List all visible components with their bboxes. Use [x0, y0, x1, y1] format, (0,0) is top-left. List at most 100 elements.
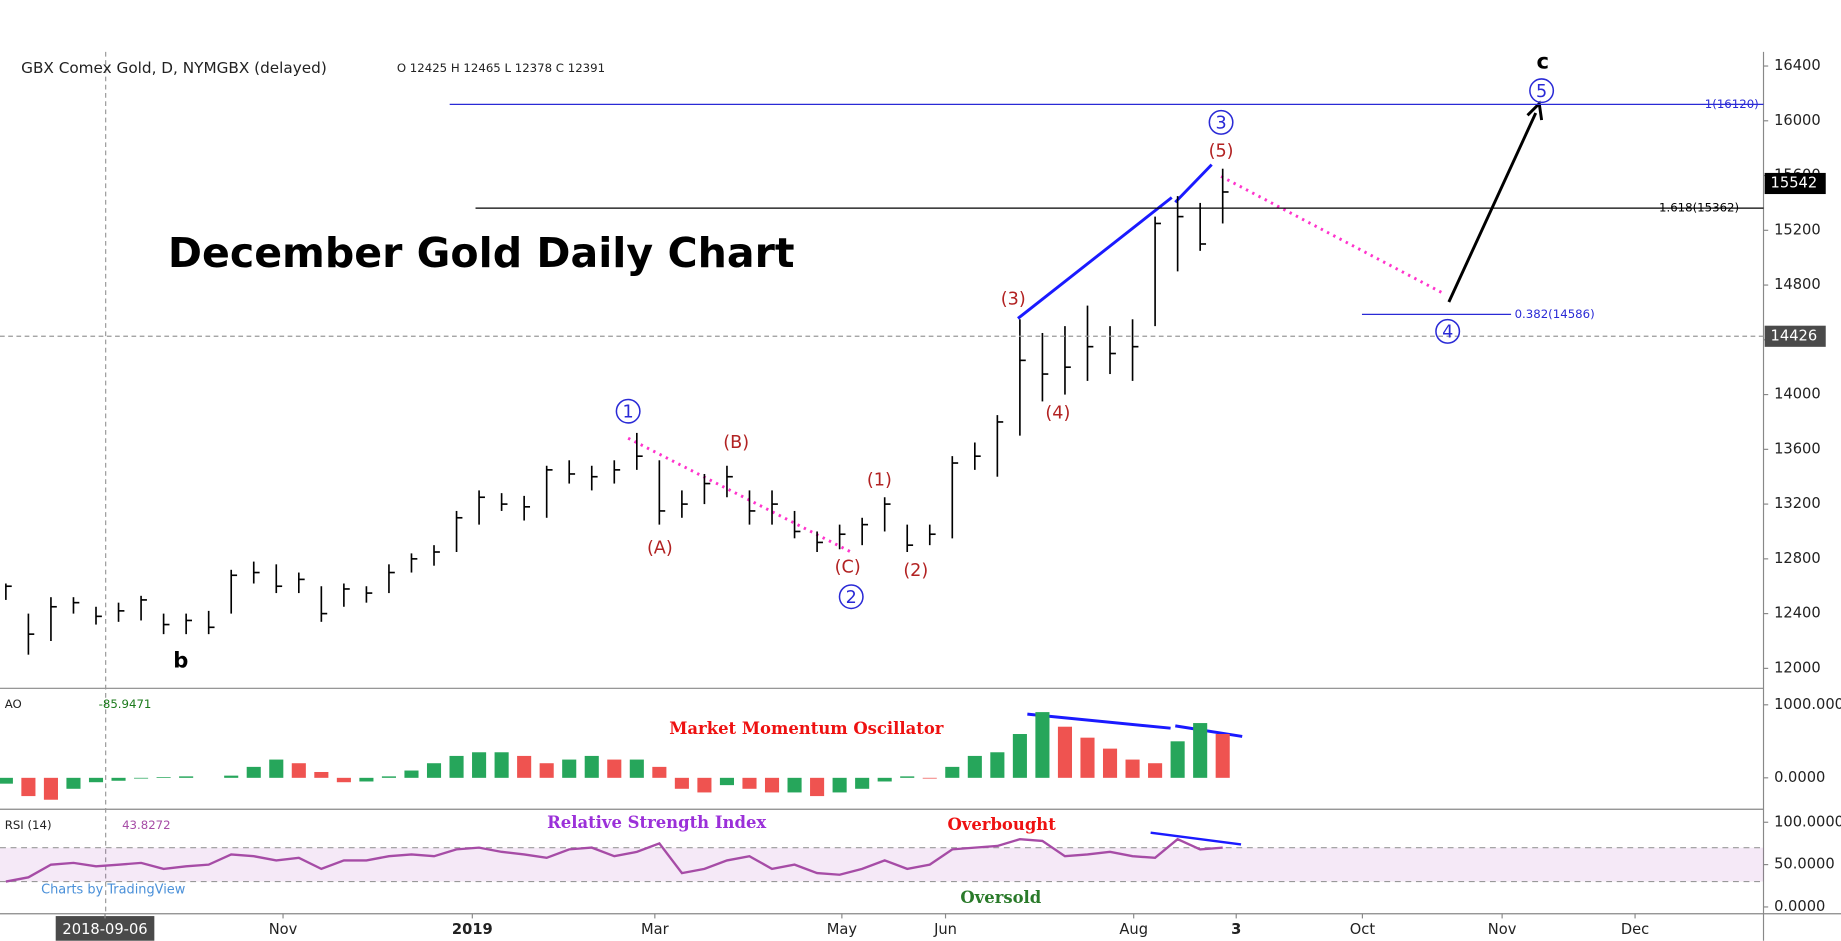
wave-label: (2) — [903, 561, 928, 581]
ao-bar — [472, 752, 487, 778]
ao-bar — [381, 776, 396, 778]
x-tick-label: 2018-09-06 — [62, 921, 147, 938]
ao-bar — [0, 777, 13, 784]
y-tick-label: 12400 — [1774, 605, 1821, 622]
wave-circle — [615, 398, 641, 424]
projection-arrow — [1447, 112, 1538, 303]
ao-annotation: Market Momentum Oscillator — [669, 719, 944, 738]
ao-bar — [156, 777, 171, 778]
ao-bar — [719, 777, 734, 786]
y-tick-label: 50.0000 — [1774, 856, 1835, 873]
y-tick-label: 14000 — [1774, 386, 1821, 403]
wave-label: (B) — [723, 433, 749, 453]
ao-bar — [291, 763, 306, 778]
ao-bar — [88, 777, 104, 783]
ao-bar — [224, 775, 239, 778]
ao-bar — [246, 766, 261, 778]
ao-bar — [1012, 734, 1027, 778]
fib-label: 0.382(14586) — [1515, 307, 1595, 321]
wave-circle — [838, 584, 864, 610]
ao-bar — [517, 755, 532, 778]
ao-bar — [674, 777, 689, 789]
wave-circle — [1529, 78, 1555, 104]
wave-label: (4) — [1045, 404, 1070, 424]
y-tick-label: 100.0000 — [1774, 813, 1841, 830]
ao-bar — [1080, 737, 1095, 778]
ao-bar — [810, 777, 825, 797]
arrow-head — [1526, 100, 1544, 121]
rsi-legend: RSI (14) — [5, 818, 52, 832]
chart-title: December Gold Daily Chart — [168, 229, 795, 277]
ao-bar — [494, 752, 509, 778]
fib-label: 1(16120) — [1705, 97, 1759, 111]
ao-bar — [832, 777, 847, 793]
wave-label: (1) — [867, 470, 892, 490]
ao-bar — [1215, 734, 1230, 778]
ao-bar — [426, 763, 442, 778]
divergence-line — [1150, 831, 1242, 846]
wave-label: 1 — [623, 402, 634, 422]
ao-bar — [539, 763, 554, 778]
wave-label: c — [1537, 48, 1550, 73]
ao-bar — [336, 777, 351, 783]
ao-bar — [404, 770, 419, 778]
x-tick-label: 3 — [1231, 921, 1241, 938]
ao-bar — [922, 777, 937, 779]
ao-bar — [607, 759, 622, 778]
ao-bar — [562, 759, 577, 778]
x-tick-label: Aug — [1119, 921, 1148, 938]
trendline — [1017, 196, 1173, 320]
ao-bar — [1170, 741, 1185, 778]
rsi-title: Relative Strength Index — [547, 813, 766, 832]
ao-bar — [43, 777, 58, 800]
x-tick-label: Nov — [269, 921, 298, 938]
watermark: Charts by TradingView — [41, 883, 186, 898]
last-price-label: 15542 — [1771, 174, 1818, 191]
ao-bar — [449, 755, 464, 778]
x-tick-label: Nov — [1488, 921, 1517, 938]
divergence-line — [1175, 724, 1243, 738]
wave-label: (3) — [1001, 290, 1026, 310]
ao-bar — [945, 766, 960, 778]
ao-bar — [134, 777, 149, 779]
ao-bar — [1035, 712, 1050, 778]
x-tick-label: Oct — [1350, 921, 1376, 938]
y-tick-label: 0.0000 — [1774, 769, 1825, 786]
rsi-line — [5, 837, 1223, 883]
rsi-band — [0, 847, 1764, 882]
ohlc-legend: O 12425 H 12465 L 12378 C 12391 — [397, 61, 605, 75]
wave-label: 3 — [1215, 114, 1226, 134]
ao-bar — [584, 755, 599, 778]
ao-bar — [1193, 723, 1208, 778]
trendline — [1174, 163, 1213, 204]
wave-circle — [1435, 318, 1461, 344]
y-tick-label: 14800 — [1774, 276, 1821, 293]
ao-bar — [179, 776, 194, 778]
wave-label: 4 — [1442, 323, 1453, 343]
crosshair-date-box — [55, 916, 155, 941]
overbought-label: Overbought — [948, 815, 1057, 834]
divergence-line — [1027, 712, 1171, 730]
wave-circle — [1208, 109, 1234, 135]
ao-bar — [1125, 759, 1140, 778]
y-tick-label: 15200 — [1774, 221, 1821, 238]
crosshair-price-box — [1764, 325, 1826, 347]
last-price-box — [1764, 172, 1826, 195]
ao-bar — [787, 777, 802, 793]
y-tick-label: 16000 — [1774, 112, 1821, 129]
wave-label: b — [173, 647, 188, 672]
rsi-value: 43.8272 — [122, 818, 171, 832]
ao-bar — [66, 777, 81, 789]
ao-bar — [1102, 748, 1118, 778]
ao-bar — [21, 777, 36, 797]
y-tick-label: 13200 — [1774, 495, 1821, 512]
trendlines — [627, 100, 1544, 846]
ao-bar — [111, 777, 126, 781]
ao-bar — [900, 776, 915, 778]
wave-label: (A) — [647, 539, 673, 559]
crosshair-price-label: 14426 — [1771, 327, 1818, 344]
ao-bar — [1148, 763, 1163, 778]
